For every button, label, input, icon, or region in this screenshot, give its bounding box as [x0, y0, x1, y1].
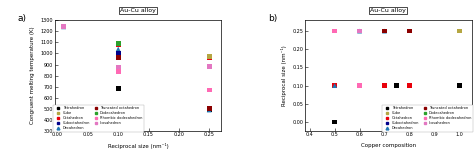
Point — [406, 84, 413, 87]
Point — [114, 48, 122, 50]
Point — [393, 84, 401, 87]
Point — [381, 30, 388, 32]
Point — [205, 55, 213, 58]
Point — [381, 30, 388, 32]
Point — [205, 56, 213, 59]
Point — [114, 70, 122, 73]
Point — [60, 26, 67, 28]
Point — [356, 84, 364, 87]
Point — [356, 84, 364, 87]
Point — [205, 89, 213, 91]
Point — [331, 84, 338, 87]
Point — [331, 121, 338, 123]
Point — [356, 84, 364, 87]
Point — [456, 30, 463, 32]
Point — [456, 84, 463, 87]
Point — [381, 84, 388, 87]
Legend: Tetrahedron, Cube, Octahedron, Cuboctahedron, Decahedron, Truncated octahedron, : Tetrahedron, Cube, Octahedron, Cuboctahe… — [382, 104, 473, 132]
Point — [205, 109, 213, 111]
X-axis label: Copper composition: Copper composition — [361, 143, 416, 148]
Y-axis label: Congruent melting temperature (K): Congruent melting temperature (K) — [30, 27, 35, 124]
Point — [456, 30, 463, 32]
Point — [114, 88, 122, 90]
Point — [331, 84, 338, 87]
Point — [60, 26, 67, 28]
Point — [60, 26, 67, 28]
Point — [356, 30, 364, 32]
Point — [356, 84, 364, 87]
Text: a): a) — [18, 13, 27, 23]
Title: Au-Cu alloy: Au-Cu alloy — [120, 8, 156, 13]
Point — [331, 30, 338, 32]
Point — [356, 30, 364, 32]
Point — [381, 30, 388, 32]
Point — [114, 67, 122, 69]
Point — [406, 30, 413, 32]
Point — [114, 56, 122, 59]
Point — [356, 84, 364, 87]
Point — [205, 108, 213, 110]
Point — [205, 108, 213, 110]
Y-axis label: Reciprocal size (nm⁻¹): Reciprocal size (nm⁻¹) — [281, 45, 287, 106]
Text: b): b) — [268, 13, 277, 23]
Point — [114, 42, 122, 45]
Point — [60, 26, 67, 28]
Point — [205, 109, 213, 111]
Point — [205, 55, 213, 58]
Legend: Tetrahedron, Cube, Octahedron, Cuboctahedron, Decahedron, Truncated octahedron, : Tetrahedron, Cube, Octahedron, Cuboctahe… — [53, 104, 144, 132]
Title: Au-Cu alloy: Au-Cu alloy — [370, 8, 406, 13]
Point — [205, 65, 213, 68]
X-axis label: Reciprocal size (nm⁻¹): Reciprocal size (nm⁻¹) — [108, 143, 168, 149]
Point — [381, 30, 388, 32]
Point — [456, 30, 463, 32]
Point — [406, 30, 413, 32]
Point — [114, 43, 122, 46]
Point — [114, 52, 122, 55]
Point — [356, 84, 364, 87]
Point — [114, 55, 122, 58]
Point — [381, 30, 388, 32]
Point — [60, 26, 67, 28]
Point — [381, 30, 388, 32]
Point — [406, 30, 413, 32]
Point — [456, 30, 463, 32]
